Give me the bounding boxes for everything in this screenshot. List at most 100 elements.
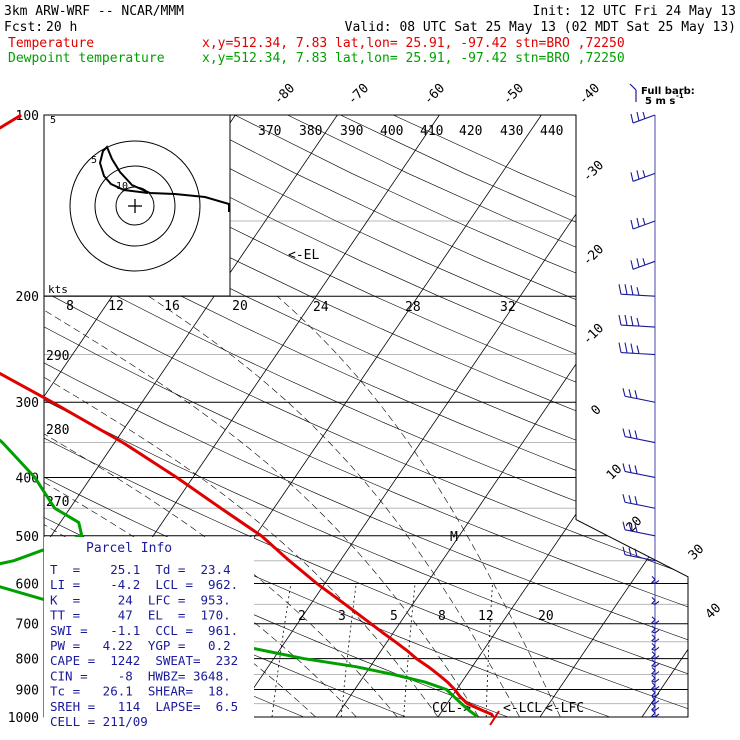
- pressure-tick-label: 300: [16, 396, 39, 411]
- fcst-value: 20 h: [46, 20, 77, 35]
- mixing-ratio: [485, 583, 493, 717]
- temperature-axis-label: 40: [703, 601, 725, 623]
- wind-barb: [618, 342, 656, 356]
- temperature-axis-label: -30: [580, 158, 607, 185]
- mixing-ratio-label: 2: [298, 609, 306, 624]
- surface-temp-tick: [489, 710, 500, 726]
- sounding-profiles: [0, 113, 500, 726]
- wind-barb: [650, 667, 660, 676]
- hodograph-height-label: 10: [116, 181, 128, 192]
- pressure-tick-label: 800: [16, 653, 39, 668]
- theta-label: 440: [540, 124, 563, 139]
- wind-barb: [618, 314, 656, 328]
- valid-time: Valid: 08 UTC Sat 25 May 13 (02 MDT Sat …: [345, 20, 736, 35]
- hodograph-height-label: 5: [50, 115, 56, 126]
- hodograph-height-label: 5: [91, 155, 97, 166]
- lfc-annotation: <-LFC: [545, 701, 584, 716]
- wind-barb: [650, 696, 660, 705]
- mixing-ratio-label: 3: [338, 609, 346, 624]
- wind-barb: [622, 546, 656, 562]
- dry-adiabat: [44, 115, 688, 717]
- theta-label: 410: [420, 124, 443, 139]
- dry-adiabat: [44, 115, 688, 717]
- pressure-tick-label: 1000: [8, 711, 39, 726]
- hodograph-speed-label: 20: [232, 299, 248, 314]
- parcel-info-title: Parcel Info: [86, 541, 172, 556]
- barb-key: Full barb: 5 m s -1: [629, 83, 695, 107]
- wind-barb: [650, 682, 660, 690]
- wind-barb: [622, 428, 656, 444]
- parcel-info-box: Parcel Info T = 25.1 Td = 23.4LI = -4.2 L…: [44, 537, 254, 729]
- hodograph-speed-label: 12: [108, 299, 124, 314]
- mixing-ratio-label: 8: [438, 609, 446, 624]
- fcst-label: Fcst:: [4, 20, 43, 35]
- dry-adiabat: [44, 115, 688, 717]
- wind-barb: [650, 709, 660, 718]
- dry-adiabat: [44, 115, 688, 717]
- theta-label: 400: [380, 124, 403, 139]
- wind-barb: [618, 284, 656, 297]
- theta-label: 390: [340, 124, 363, 139]
- hodograph-trace: [98, 145, 230, 212]
- dewpoint-legend: Dewpoint temperature: [8, 51, 165, 66]
- parcel-info-row: SWI = -1.1 CCL = 961.: [50, 623, 238, 638]
- hodograph-speed-label: 8: [66, 299, 74, 314]
- barb-key-line2: 5 m s: [645, 96, 675, 107]
- mixing-ratio-label: 12: [478, 609, 494, 624]
- mixing-ratio-label: 28: [405, 300, 421, 315]
- wind-barb: [630, 170, 656, 182]
- mixing-ratio: [403, 583, 416, 717]
- parcel-info-bg: [44, 537, 254, 724]
- dewpoint-location: x,y=512.34, 7.83 lat,lon= 25.91, -97.42 …: [202, 51, 625, 66]
- pressure-tick-label: 200: [16, 290, 39, 305]
- temperature-legend: Temperature: [8, 36, 94, 51]
- isotherm: [233, 115, 644, 717]
- isotherm: [44, 115, 338, 717]
- wind-barb: [650, 674, 660, 683]
- mixing-ratio-label: 20: [538, 609, 554, 624]
- dry-adiabat: [44, 115, 688, 717]
- wind-barb: [650, 625, 660, 634]
- moist-adiabat: [148, 295, 520, 717]
- parcel-info-row: Tc = 26.1 SHEAR= 18.: [50, 684, 231, 699]
- dry-adiabat: [44, 115, 688, 717]
- parcel-info-row: SREH = 114 LAPSE= 6.5: [50, 699, 238, 714]
- wind-barb: [630, 217, 656, 230]
- parcel-info-row: LI = -4.2 LCL = 962.: [50, 577, 238, 592]
- hodograph-kts-label: kts: [48, 283, 68, 296]
- dry-adiabat: [44, 115, 688, 717]
- moist-adiabat: [277, 295, 561, 717]
- dry-adiabat: [44, 115, 688, 717]
- dry-adiabat: [181, 115, 688, 717]
- isotherm: [641, 115, 688, 717]
- theta-label: 430: [500, 124, 523, 139]
- wind-barb: [630, 111, 656, 124]
- pressure-tick-label: 500: [16, 530, 39, 545]
- theta-label: 380: [299, 124, 322, 139]
- wind-barb: [650, 596, 660, 605]
- dry-adiabat: [44, 115, 688, 717]
- temperature-axis-label: 0: [588, 402, 604, 418]
- temperature-axis-label: -60: [421, 81, 448, 108]
- mixing-ratio-label: 24: [313, 300, 329, 315]
- isotherm: [539, 115, 688, 717]
- hodograph-ring: [69, 140, 201, 272]
- dry-adiabat: [234, 115, 688, 717]
- temperature-axis-label: -10: [580, 321, 607, 348]
- barb-key-line1: Full barb:: [641, 86, 695, 97]
- moist-adiabat: [44, 295, 398, 717]
- theta-label: 420: [459, 124, 482, 139]
- pressure-tick-label: 100: [16, 109, 39, 124]
- parcel-info-row: CELL = 211/09: [50, 714, 148, 729]
- pressure-tick-label: 700: [16, 618, 39, 633]
- hodograph-ring: [94, 165, 176, 247]
- el-annotation: <-EL: [288, 248, 319, 263]
- wind-barb: [630, 258, 656, 270]
- wind-barb: [650, 634, 660, 643]
- temperature-axis-label: -70: [345, 81, 372, 108]
- lcl-annotation: <-LCL: [503, 701, 542, 716]
- dewpoint-profile: [0, 438, 478, 718]
- mixing-ratio-label: 32: [500, 300, 516, 315]
- wind-barb: [650, 642, 660, 651]
- barb-key-sup: -1: [676, 92, 684, 100]
